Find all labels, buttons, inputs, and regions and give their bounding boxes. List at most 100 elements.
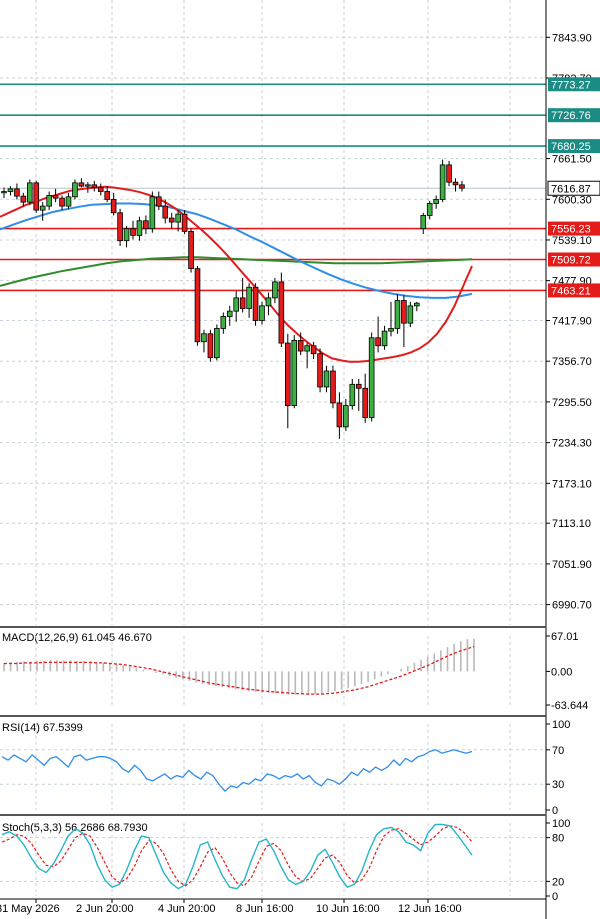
candle-up	[259, 305, 265, 321]
candle-down	[278, 281, 285, 344]
candle-down	[181, 213, 188, 232]
ma-green-line	[0, 256, 473, 287]
stoch-tick-label: 20	[552, 876, 564, 888]
x-tick-label: 10 Jun 16:00	[316, 903, 380, 915]
candle-down	[117, 212, 123, 242]
candle-up	[233, 297, 240, 312]
candle-down	[252, 286, 259, 321]
candle-down	[362, 387, 368, 418]
price-tick-label: 7417.90	[552, 316, 592, 328]
candle-down	[330, 370, 336, 404]
rsi-tick-label: 30	[552, 779, 564, 791]
level-label-box	[548, 252, 600, 267]
candle-down	[59, 197, 65, 207]
level-label-box	[548, 139, 600, 154]
rsi-tick-label: 100	[552, 719, 570, 731]
candle-down	[207, 333, 214, 359]
candle-up	[291, 340, 298, 406]
candle-down	[33, 182, 40, 211]
candle-up	[65, 196, 72, 207]
price-tick-label: 7539.10	[552, 235, 592, 247]
candle-down	[336, 402, 343, 428]
candle-down	[401, 300, 407, 324]
current-price-box	[547, 180, 600, 196]
ma-red-line	[0, 185, 473, 363]
candle-down	[130, 228, 136, 236]
price-tick-label: 7600.30	[552, 194, 592, 206]
level-label: 7726.76	[551, 110, 591, 122]
candle-up	[426, 203, 433, 216]
x-tick-label: 12 Jun 16:00	[398, 903, 462, 915]
candle-up	[433, 199, 439, 204]
candle-down	[91, 184, 98, 188]
price-tick-label: 7295.50	[552, 397, 592, 409]
candle-down	[310, 345, 317, 355]
stoch-tick-label: 80	[552, 833, 564, 845]
candle-up	[39, 205, 46, 211]
candle-up	[46, 195, 52, 207]
candle-up	[407, 305, 414, 324]
macd-title: MACD(12,26,9) 61.045 46.670	[2, 632, 152, 644]
candle-down	[52, 195, 59, 199]
candle-up	[439, 164, 446, 200]
candle-up	[413, 302, 420, 307]
candle-down	[20, 195, 27, 203]
level-label: 7463.21	[551, 285, 591, 297]
macd-tick-label: 67.01	[551, 631, 579, 643]
x-tick-label: 4 Jun 20:00	[158, 903, 216, 915]
candle-up	[246, 286, 252, 309]
candle-down	[104, 191, 111, 200]
level-label-box	[548, 77, 600, 92]
candle-up	[394, 300, 401, 329]
price-tick-label: 7843.90	[552, 32, 592, 44]
candle-up	[343, 405, 349, 428]
candle-up	[175, 213, 181, 223]
ma-blue-line	[0, 202, 473, 299]
rsi-panel: RSI(14) 67.5399 100 70 30 0	[0, 719, 570, 817]
candle-up	[420, 215, 427, 230]
candle-up	[323, 370, 330, 388]
candle-up	[214, 328, 220, 359]
level-label-box	[548, 221, 600, 236]
candle-up	[304, 345, 310, 352]
candle-down	[459, 184, 465, 189]
rsi-tick-label: 70	[552, 745, 564, 757]
candle-down	[110, 199, 117, 214]
current-price-label: 7616.87	[551, 183, 591, 195]
price-tick-label: 6990.70	[552, 600, 592, 612]
stochastic-panel: Stoch(5,3,3) 56.2686 68.7930 100 80 20 0	[0, 818, 570, 903]
candle-down	[297, 340, 304, 352]
candle-down	[194, 268, 201, 343]
candle-down	[168, 217, 175, 223]
candle-up	[272, 281, 278, 299]
x-tick-label: 8 Jun 16:00	[236, 903, 294, 915]
candle-up	[123, 228, 130, 242]
level-label-box	[548, 283, 600, 298]
price-tick-label: 7173.10	[552, 478, 592, 490]
price-background	[0, 0, 600, 625]
candle-up	[220, 316, 227, 329]
candle-up	[7, 188, 14, 192]
macd-tick-label: -63.644	[551, 700, 588, 712]
candle-down	[97, 187, 104, 192]
level-label: 7680.25	[551, 141, 591, 153]
candle-up	[149, 196, 156, 230]
stoch-title: Stoch(5,3,3) 56.2686 68.7930	[2, 822, 148, 834]
stoch-d-line	[1, 825, 473, 887]
price-tick-label: 7051.90	[552, 559, 592, 571]
candle-up	[72, 182, 78, 198]
candle-up	[85, 184, 91, 187]
candle-up	[1, 191, 7, 194]
rsi-tick-label: 0	[552, 805, 558, 817]
macd-panel: MACD(12,26,9) 61.045 46.670 67.01 0.00 -63.…	[0, 631, 588, 717]
candle-up	[388, 328, 394, 332]
candle-down	[78, 182, 85, 187]
candle-down	[188, 230, 194, 270]
candle-down	[14, 188, 20, 197]
level-label-box	[548, 108, 600, 123]
candle-down	[162, 205, 169, 219]
rsi-title: RSI(14) 67.5399	[2, 722, 83, 734]
candle-up	[265, 297, 272, 307]
